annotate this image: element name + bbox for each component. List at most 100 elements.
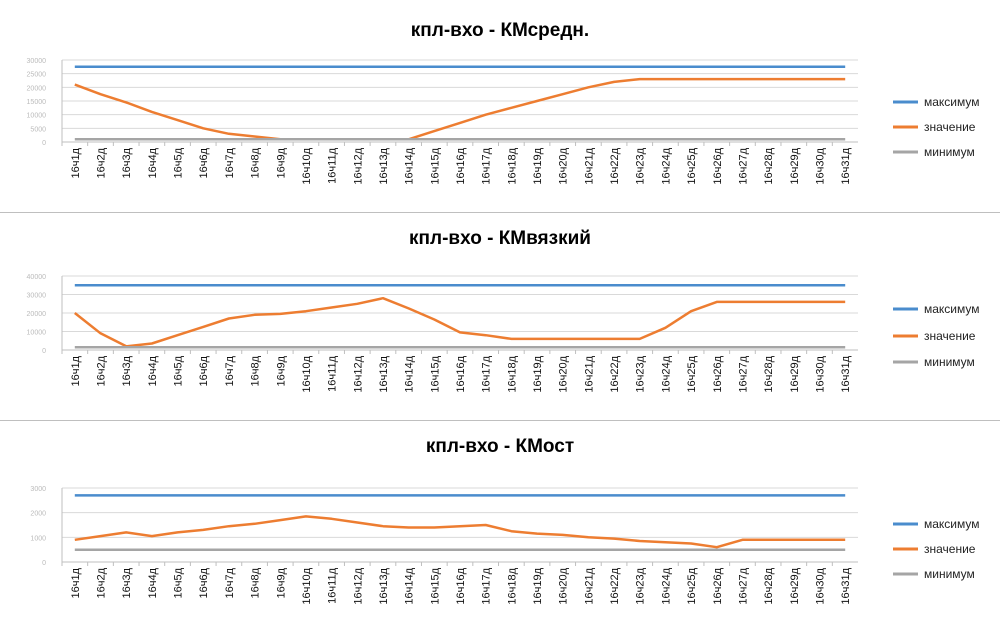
- x-tick-label: 16ч27д: [737, 567, 749, 604]
- x-tick-label: 16ч6д: [198, 567, 210, 598]
- x-tick-label: 16ч10д: [301, 355, 313, 392]
- x-tick-label: 16ч14д: [404, 147, 416, 184]
- legend-label: значение: [924, 542, 976, 556]
- x-tick-label: 16ч15д: [429, 147, 441, 184]
- x-tick-label: 16ч8д: [250, 355, 262, 386]
- y-tick-label: 0: [42, 560, 46, 567]
- x-tick-label: 16ч16д: [455, 567, 467, 604]
- x-tick-label: 16ч15д: [429, 567, 441, 604]
- x-tick-label: 16ч4д: [147, 355, 159, 386]
- x-tick-label: 16ч6д: [198, 147, 210, 178]
- x-tick-label: 16ч1д: [70, 355, 82, 386]
- x-tick-label: 16ч25д: [686, 567, 698, 604]
- x-tick-label: 16ч30д: [814, 355, 826, 392]
- y-tick-label: 3000: [30, 486, 46, 493]
- x-tick-label: 16ч26д: [712, 147, 724, 184]
- legend-label: значение: [924, 120, 976, 134]
- x-tick-label: 16ч5д: [173, 355, 185, 386]
- x-tick-label: 16ч15д: [429, 355, 441, 392]
- x-tick-label: 16ч13д: [378, 355, 390, 392]
- chart-panel-1: кпл-вхо - КМсредн. 0 5000 10000 15000 20000 2…: [0, 0, 1000, 210]
- legend-label: минимум: [924, 145, 975, 159]
- x-tick-label: 16ч25д: [686, 147, 698, 184]
- x-tick-label: 16ч10д: [301, 567, 313, 604]
- y-tick-label: 0: [42, 348, 46, 355]
- y-tick-label: 10000: [27, 113, 47, 120]
- x-tick-label: 16ч28д: [763, 147, 775, 184]
- x-tick-label: 16ч27д: [737, 147, 749, 184]
- legend-label: максимум: [924, 517, 980, 531]
- x-tick-label: 16ч8д: [250, 567, 262, 598]
- x-tick-label: 16ч23д: [635, 147, 647, 184]
- chart-title: кпл-вхо - КМвязкий: [409, 228, 591, 249]
- y-tick-label: 30000: [27, 293, 47, 300]
- x-tick-label: 16ч9д: [275, 355, 287, 386]
- x-tick-label: 16ч13д: [378, 147, 390, 184]
- x-tick-label: 16ч19д: [532, 147, 544, 184]
- x-tick-label: 16ч9д: [275, 147, 287, 178]
- x-tick-label: 16ч3д: [121, 567, 133, 598]
- x-tick-label: 16ч28д: [763, 355, 775, 392]
- x-tick-label: 16ч26д: [712, 355, 724, 392]
- x-tick-label: 16ч24д: [660, 355, 672, 392]
- x-tick-label: 16ч18д: [506, 567, 518, 604]
- x-tick-label: 16ч16д: [455, 355, 467, 392]
- x-tick-label: 16ч25д: [686, 355, 698, 392]
- x-tick-label: 16ч4д: [147, 567, 159, 598]
- x-tick-label: 16ч28д: [763, 567, 775, 604]
- y-tick-label: 2000: [30, 511, 46, 518]
- legend-label: максимум: [924, 302, 980, 316]
- x-tick-label: 16ч19д: [532, 567, 544, 604]
- x-tick-label: 16ч18д: [506, 355, 518, 392]
- line-chart-svg: 0 5000 10000 15000 20000 25000 30000 16ч1д 16ч2д…: [27, 58, 980, 185]
- x-tick-label: 16ч7д: [224, 355, 236, 386]
- x-tick-label: 16ч20д: [558, 355, 570, 392]
- x-tick-label: 16ч3д: [121, 355, 133, 386]
- x-tick-label: 16ч23д: [635, 355, 647, 392]
- x-tick-label: 16ч5д: [173, 567, 185, 598]
- chart-panel-2: кпл-вхо - КМвязкий 0 10000 20000 30000 40000…: [0, 214, 1000, 419]
- x-tick-label: 16ч17д: [481, 567, 493, 604]
- chart-title: кпл-вхо - КМсредн.: [410, 20, 590, 41]
- x-tick-label: 16ч11д: [327, 567, 339, 603]
- y-tick-label: 10000: [27, 330, 47, 337]
- x-tick-label: 16ч31д: [840, 355, 852, 392]
- x-tick-label: 16ч13д: [378, 567, 390, 604]
- x-tick-label: 16ч11д: [327, 355, 339, 391]
- line-chart-svg: 0 10000 20000 30000 40000 16ч1д 16ч2д 16ч3д 16ч4…: [27, 274, 980, 393]
- x-tick-label: 16ч8д: [250, 147, 262, 178]
- panel-divider: [0, 420, 1000, 421]
- x-tick-label: 16ч12д: [352, 147, 364, 184]
- x-tick-label: 16ч21д: [583, 355, 595, 392]
- x-tick-label: 16ч18д: [506, 147, 518, 184]
- x-tick-label: 16ч29д: [789, 567, 801, 604]
- x-tick-label: 16ч1д: [70, 147, 82, 178]
- x-tick-label: 16ч31д: [840, 147, 852, 184]
- chart-panel-3: кпл-вхо - КМост 0 1000 2000 3000 16ч1д 16ч2д 1…: [0, 422, 1000, 632]
- x-tick-label: 16ч22д: [609, 147, 621, 184]
- x-tick-label: 16ч31д: [840, 567, 852, 604]
- x-tick-label: 16ч16д: [455, 147, 467, 184]
- y-tick-label: 25000: [27, 72, 47, 79]
- y-tick-label: 20000: [27, 85, 47, 92]
- legend-label: максимум: [924, 95, 980, 109]
- y-tick-label: 20000: [27, 311, 47, 318]
- legend-label: минимум: [924, 567, 975, 581]
- x-tick-label: 16ч30д: [814, 147, 826, 184]
- legend-label: минимум: [924, 355, 975, 369]
- x-tick-label: 16ч17д: [481, 355, 493, 392]
- x-tick-label: 16ч5д: [173, 147, 185, 178]
- chart-title: кпл-вхо - КМост: [425, 436, 575, 457]
- y-tick-label: 30000: [27, 58, 47, 65]
- series-line-2: [74, 515, 846, 549]
- x-tick-label: 16ч29д: [789, 147, 801, 184]
- x-tick-label: 16ч17д: [481, 147, 493, 184]
- x-tick-label: 16ч21д: [583, 147, 595, 184]
- x-tick-label: 16ч14д: [404, 567, 416, 604]
- x-tick-label: 16ч24д: [660, 147, 672, 184]
- x-tick-label: 16ч23д: [635, 567, 647, 604]
- x-tick-label: 16ч30д: [814, 567, 826, 604]
- x-tick-label: 16ч9д: [275, 567, 287, 598]
- x-tick-label: 16ч29д: [789, 355, 801, 392]
- x-tick-label: 16ч24д: [660, 567, 672, 604]
